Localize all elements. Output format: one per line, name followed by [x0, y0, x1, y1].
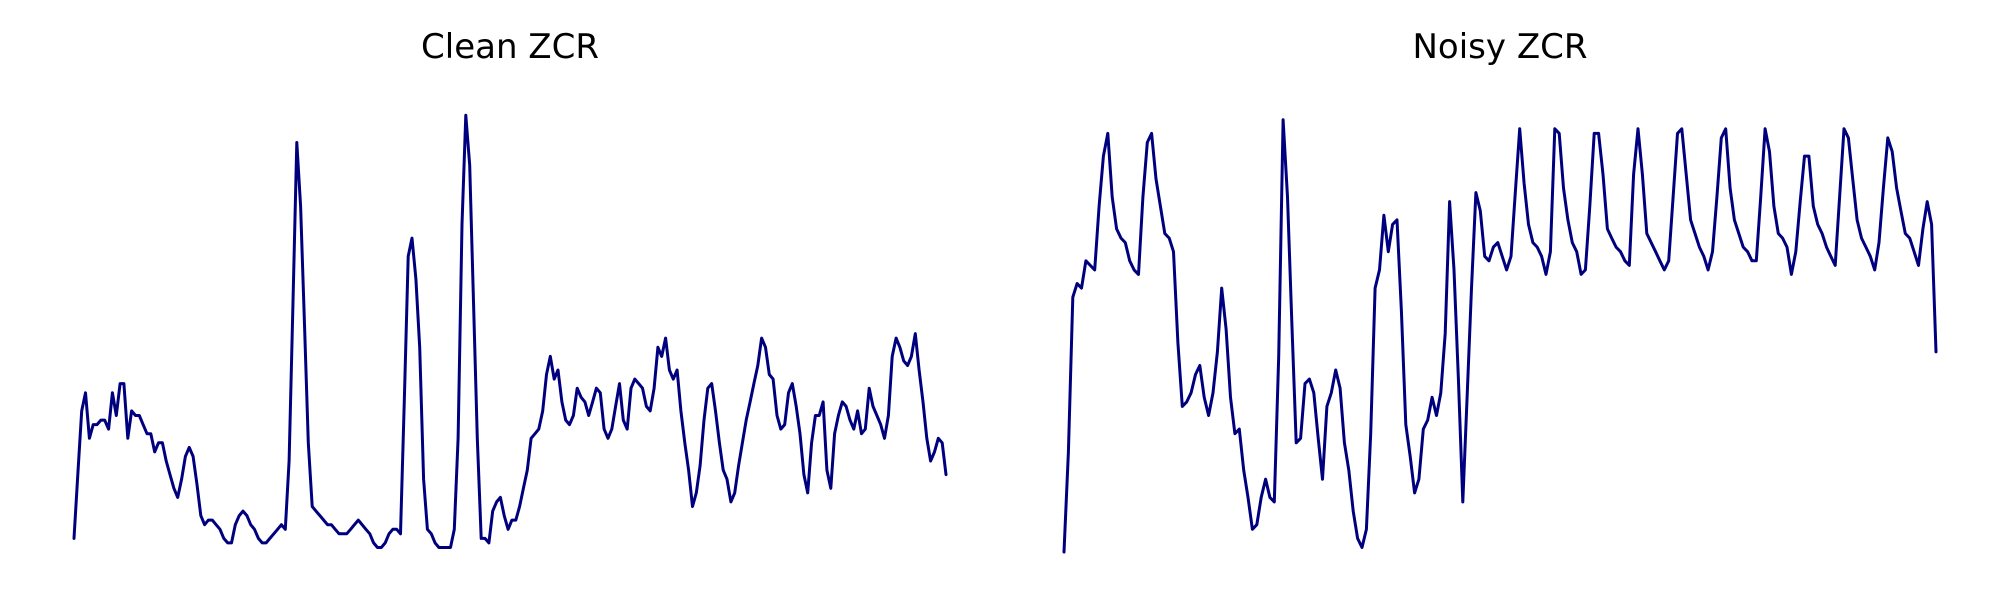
noisy-zcr-title: Noisy ZCR: [1413, 27, 1588, 67]
chart-clean-zcr: Clean ZCR: [72, 27, 948, 549]
noisy-zcr-plot-area: [1062, 118, 1938, 554]
chart-noisy-zcr: Noisy ZCR: [1062, 27, 1938, 554]
clean-zcr-plot-area: [72, 113, 948, 549]
clean-zcr-title: Clean ZCR: [421, 27, 599, 67]
noisy-zcr-line: [1062, 118, 1938, 554]
clean-zcr-line: [72, 113, 948, 549]
